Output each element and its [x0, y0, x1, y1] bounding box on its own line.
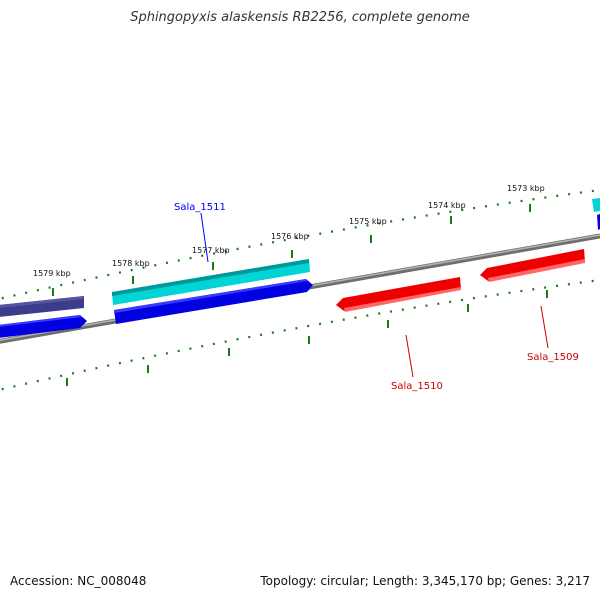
cds-reverse-sala-1510 — [336, 277, 461, 312]
tick-label-1579: 1579 kbp — [33, 269, 71, 278]
gene-label-sala-1510: Sala_1510 — [391, 381, 443, 392]
leader-line-sala-1511 — [200, 212, 209, 263]
cds-forward-left — [0, 315, 87, 338]
gene-label-sala-1511: Sala_1511 — [174, 202, 226, 213]
map-title: Sphingopyxis alaskensis RB2256, complete… — [130, 10, 470, 25]
leader-line-sala-1510 — [405, 334, 414, 378]
tick-label-1576: 1576 kbp — [271, 232, 309, 241]
tick-label-1573: 1573 kbp — [507, 184, 545, 193]
cds-forward-right-edge — [597, 214, 600, 230]
tick-arc-inner — [0, 278, 600, 391]
tick-label-1575: 1575 kbp — [349, 217, 387, 226]
tick-label-1574: 1574 kbp — [428, 201, 466, 210]
tick-label-1577: 1577 kbp — [192, 246, 230, 255]
tick-arc-outer — [0, 188, 600, 300]
tick-label-1578: 1578 kbp — [112, 259, 150, 268]
accession-label: Accession: NC_008048 — [10, 574, 147, 588]
feature-block-left — [0, 296, 84, 317]
feature-block-cyan-right — [592, 198, 600, 212]
cds-reverse-sala-1509 — [480, 249, 585, 282]
major-ticks-inner — [66, 290, 548, 386]
genome-summary: Topology: circular; Length: 3,345,170 bp… — [260, 574, 590, 588]
cds-forward-sala-1511 — [114, 279, 313, 324]
gene-label-sala-1509: Sala_1509 — [527, 352, 579, 363]
leader-line-sala-1509 — [540, 305, 549, 349]
feature-block-cyan — [112, 259, 310, 305]
major-ticks-outer — [52, 204, 531, 296]
